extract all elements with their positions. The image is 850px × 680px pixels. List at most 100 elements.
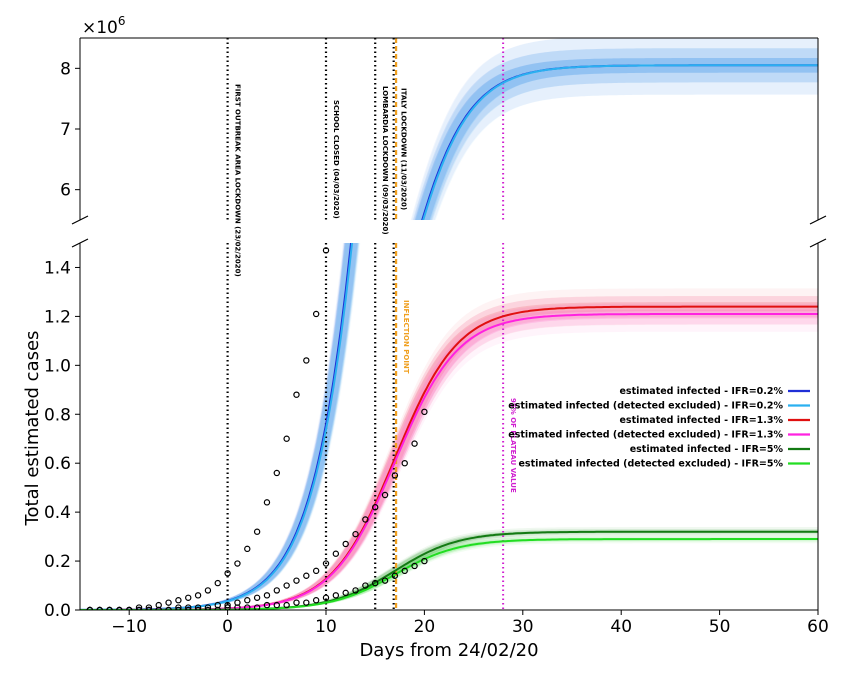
observed-point-2-13 <box>214 606 221 610</box>
lower-y-tick-label-1: 0.2 <box>44 552 71 572</box>
observed-point-0-17 <box>253 528 261 535</box>
observed-point-1-19 <box>273 587 280 594</box>
vertical-line-label-2: LOMBARDIA LOCKDOWN (09/03/2020) <box>381 86 389 235</box>
observed-point-0-14 <box>224 570 231 577</box>
x-tick-label-3: 20 <box>414 617 436 637</box>
observed-point-1-17 <box>253 594 261 601</box>
axis-break-mark-0 <box>71 215 89 225</box>
observed-point-2-32 <box>401 567 408 575</box>
observed-point-0-21 <box>293 391 300 398</box>
uncertainty-band-3-0 <box>80 309 818 610</box>
observed-point-0-15 <box>234 560 241 567</box>
axis-break-mark-3 <box>809 238 827 248</box>
observed-point-1-23 <box>312 567 320 575</box>
legend-entry-label-2: estimated infected - IFR=1.3% <box>619 415 783 426</box>
observed-point-1-25 <box>332 550 340 557</box>
observed-point-2-27 <box>352 587 359 594</box>
observed-point-2-34 <box>421 557 428 565</box>
x-tick-label-7: 60 <box>807 617 829 637</box>
observed-point-1-9 <box>175 604 182 610</box>
observed-point-0-22 <box>303 357 310 364</box>
observed-point-1-27 <box>352 530 359 538</box>
observed-point-2-5 <box>135 606 143 610</box>
observed-point-2-16 <box>244 604 251 610</box>
uncertainty-band-0-1 <box>413 48 818 220</box>
x-tick-label-5: 40 <box>610 617 632 637</box>
observed-point-0-18 <box>263 499 271 506</box>
observed-point-1-16 <box>244 597 251 604</box>
vertical-line-label-3: ITALY LOCKDOWN (11/03/2020) <box>400 88 408 210</box>
legend-entry-label-1: estimated infected (detected excluded) -… <box>508 401 783 412</box>
uncertainty-band-4-1 <box>80 529 818 610</box>
observed-point-2-14 <box>224 604 231 610</box>
uncertainty-band-5-1 <box>80 536 818 610</box>
observed-point-2-30 <box>381 577 389 584</box>
observed-point-0-5 <box>135 604 143 610</box>
uncertainty-band-1-1 <box>414 48 818 220</box>
observed-point-0-24 <box>322 247 330 254</box>
observed-point-1-30 <box>381 491 389 499</box>
observed-point-2-20 <box>283 601 290 609</box>
x-tick-label-2: 10 <box>315 617 337 637</box>
observed-point-1-32 <box>401 460 408 467</box>
observed-point-1-14 <box>224 601 231 609</box>
x-axis-label: Days from 24/02/20 <box>359 640 538 661</box>
observed-point-0-6 <box>145 604 153 610</box>
observed-point-2-0 <box>86 606 94 610</box>
uncertainty-band-4-0 <box>80 530 818 610</box>
uncertainty-band-0-2 <box>410 38 818 220</box>
vertical-line-label-1: SCHOOL CLOSED (04/03/2020) <box>332 100 340 219</box>
lower-y-tick-label-4: 0.8 <box>44 405 71 425</box>
observed-point-2-17 <box>253 604 261 610</box>
lower-y-tick-label-3: 0.6 <box>44 454 71 474</box>
observed-point-1-11 <box>194 604 202 610</box>
observed-point-2-31 <box>391 572 399 579</box>
observed-point-0-16 <box>244 545 251 553</box>
observed-point-2-24 <box>322 594 330 601</box>
lower-y-tick-label-2: 0.4 <box>44 503 71 523</box>
x-tick-label-1: 0 <box>222 617 233 637</box>
x-tick-label-4: 30 <box>512 617 534 637</box>
observed-point-1-21 <box>293 577 300 584</box>
y-multiplier-label: ×106 <box>82 14 126 38</box>
lower-y-tick-label-5: 1.0 <box>44 356 71 376</box>
observed-point-2-18 <box>263 601 271 609</box>
observed-point-1-34 <box>421 408 428 416</box>
observed-point-2-28 <box>362 582 369 589</box>
observed-point-2-15 <box>234 604 241 610</box>
observed-point-2-7 <box>155 606 162 610</box>
observed-point-2-8 <box>165 606 172 610</box>
observed-point-1-18 <box>263 592 271 599</box>
observed-point-1-29 <box>372 504 379 511</box>
observed-point-0-23 <box>312 310 320 318</box>
upper-y-tick-label-1: 7 <box>60 120 71 140</box>
observed-point-0-8 <box>165 599 172 606</box>
observed-point-2-23 <box>312 597 320 604</box>
lower-y-tick-label-0: 0.0 <box>44 601 71 621</box>
observed-point-1-24 <box>322 560 330 567</box>
upper-y-tick-label-2: 8 <box>60 59 71 79</box>
vertical-line-label-0: FIRST OUTBREAK AREA LOCKDOWN (23/02/2020… <box>234 84 242 277</box>
observed-point-2-12 <box>204 606 212 610</box>
observed-point-2-2 <box>106 606 113 610</box>
observed-point-2-4 <box>126 606 133 610</box>
observed-point-2-11 <box>194 606 202 610</box>
y-axis-label: Total estimated cases <box>22 331 43 527</box>
observed-point-2-10 <box>185 606 192 610</box>
observed-point-1-31 <box>391 472 399 479</box>
uncertainty-band-3-1 <box>80 303 818 610</box>
observed-point-2-19 <box>273 601 280 609</box>
observed-point-0-20 <box>283 435 290 442</box>
observed-point-1-10 <box>185 604 192 610</box>
observed-point-1-33 <box>411 440 418 447</box>
legend-entry-label-5: estimated infected (detected excluded) -… <box>518 459 783 470</box>
legend-entry-label-3: estimated infected (detected excluded) -… <box>508 430 783 441</box>
observed-point-2-33 <box>411 562 418 570</box>
uncertainty-band-1-2 <box>411 38 818 220</box>
upper-y-tick-label-0: 6 <box>60 181 71 201</box>
observed-point-2-22 <box>303 599 310 606</box>
observed-point-2-1 <box>96 606 103 610</box>
uncertainty-band-2-0 <box>80 302 818 610</box>
observed-point-1-28 <box>362 516 369 523</box>
